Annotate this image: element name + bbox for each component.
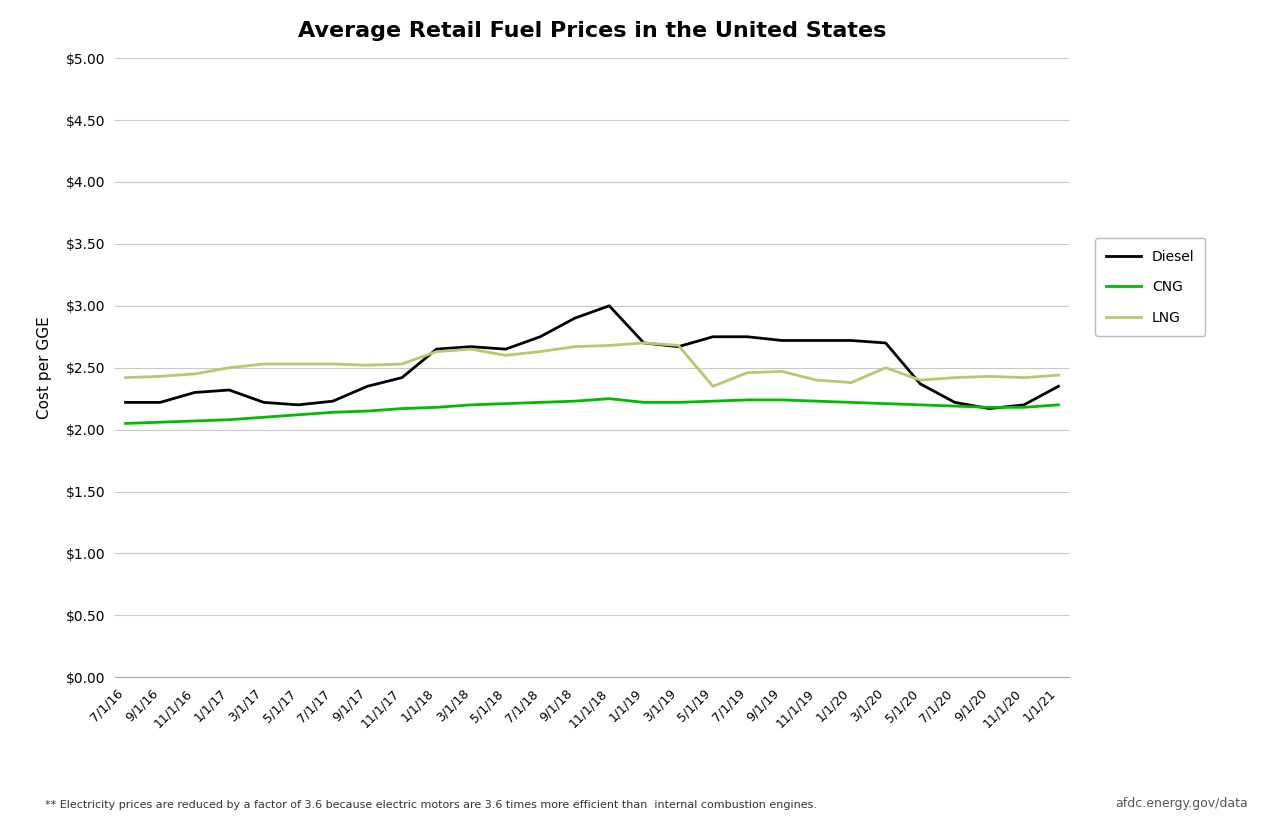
LNG [187,369,202,379]
LNG [913,375,928,385]
CNG [844,397,859,407]
LNG [1051,370,1066,380]
CNG [325,407,340,417]
Diesel [187,387,202,397]
LNG [463,344,479,354]
LNG [982,371,997,381]
Title: Average Retail Fuel Prices in the United States: Average Retail Fuel Prices in the United… [298,22,886,42]
Diesel [360,381,375,391]
Diesel [982,404,997,414]
Y-axis label: Cost per GGE: Cost per GGE [37,317,52,419]
CNG [705,396,721,406]
CNG [567,396,582,406]
Diesel [1051,381,1066,391]
Diesel [636,338,652,348]
LNG [429,347,444,356]
LNG [567,342,582,352]
Diesel [671,342,686,352]
LNG [118,372,133,382]
LNG [947,372,963,382]
Diesel [152,397,168,407]
CNG [774,395,790,405]
CNG [463,400,479,410]
CNG [1051,400,1066,410]
LNG [602,341,617,351]
CNG [291,410,306,420]
LNG [774,366,790,376]
Diesel [878,338,893,348]
Diesel [498,344,513,354]
Diesel [1016,400,1032,410]
CNG [878,399,893,409]
LNG [705,381,721,391]
Diesel [844,336,859,346]
Diesel [256,397,271,407]
LNG [256,359,271,369]
LNG [740,367,755,377]
Diesel [325,396,340,406]
Diesel [705,332,721,342]
LNG [532,347,548,356]
LNG [671,341,686,351]
CNG [913,400,928,410]
Text: afdc.energy.gov/data: afdc.energy.gov/data [1115,797,1248,810]
Diesel [774,336,790,346]
CNG [118,419,133,429]
CNG [982,402,997,412]
Diesel [740,332,755,342]
CNG [602,394,617,404]
LNG [291,359,306,369]
LNG [152,371,168,381]
CNG [360,406,375,416]
Diesel [291,400,306,410]
LNG [809,375,824,385]
LNG [498,351,513,361]
LNG [878,362,893,372]
CNG [498,399,513,409]
LNG [1016,372,1032,382]
Diesel [809,336,824,346]
CNG [636,397,652,407]
LNG [636,338,652,348]
Diesel [463,342,479,352]
Line: CNG: CNG [125,399,1059,424]
Diesel [394,372,410,382]
CNG [947,401,963,411]
Line: LNG: LNG [125,343,1059,386]
LNG [325,359,340,369]
LNG [221,362,237,372]
Legend: Diesel, CNG, LNG: Diesel, CNG, LNG [1094,238,1206,336]
CNG [394,404,410,414]
CNG [740,395,755,405]
Diesel [913,379,928,389]
Text: ** Electricity prices are reduced by a factor of 3.6 because electric motors are: ** Electricity prices are reduced by a f… [45,800,817,810]
CNG [429,402,444,412]
Diesel [567,313,582,323]
CNG [1016,402,1032,412]
CNG [809,396,824,406]
LNG [844,377,859,387]
CNG [256,412,271,422]
Line: Diesel: Diesel [125,306,1059,409]
Diesel [118,397,133,407]
Diesel [221,385,237,395]
Diesel [532,332,548,342]
CNG [221,415,237,425]
Diesel [602,301,617,311]
CNG [187,416,202,426]
Diesel [429,344,444,354]
CNG [532,397,548,407]
CNG [152,417,168,427]
CNG [671,397,686,407]
LNG [394,359,410,369]
Diesel [947,397,963,407]
LNG [360,361,375,371]
